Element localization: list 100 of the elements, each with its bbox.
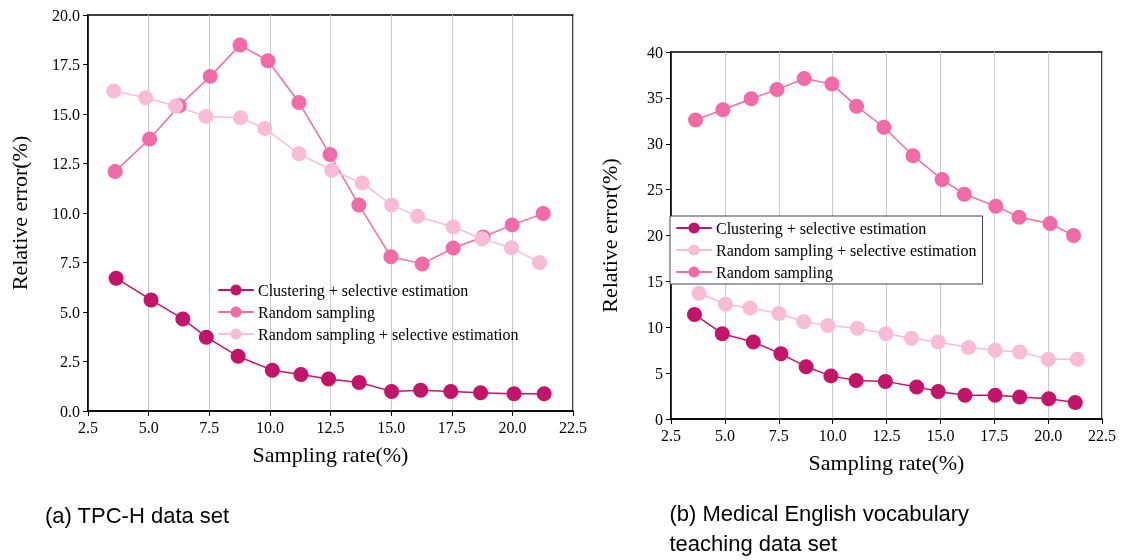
y-tick-label: 25 bbox=[647, 181, 663, 199]
point bbox=[232, 37, 248, 53]
point bbox=[934, 172, 950, 188]
y-tick-label: 10.0 bbox=[52, 204, 80, 222]
y-tick-label: 20 bbox=[647, 227, 663, 244]
point bbox=[824, 76, 840, 92]
point bbox=[715, 102, 731, 118]
point bbox=[413, 382, 429, 398]
point bbox=[202, 68, 218, 84]
point bbox=[796, 314, 812, 330]
legend-label: Random sampling bbox=[258, 303, 375, 322]
point bbox=[143, 292, 159, 308]
x-tick-label: 15.0 bbox=[926, 426, 955, 444]
point bbox=[796, 71, 812, 87]
y-tick-label: 0.0 bbox=[60, 402, 80, 420]
point bbox=[264, 362, 280, 378]
text: (b) Medical English vocabulary teaching data set bbox=[669, 500, 976, 556]
point bbox=[691, 285, 707, 301]
x-tick-label: 10.0 bbox=[255, 418, 284, 436]
point bbox=[410, 208, 426, 224]
point bbox=[956, 186, 972, 202]
point bbox=[714, 326, 730, 342]
point bbox=[1012, 389, 1028, 405]
legend-label: Clustering + selective estimation bbox=[258, 281, 469, 300]
x-tick-label: 22.5 bbox=[1088, 426, 1116, 444]
x-tick-label: 17.5 bbox=[980, 426, 1009, 444]
point bbox=[354, 175, 370, 191]
x-tick-label: 5.0 bbox=[138, 418, 159, 436]
point bbox=[957, 387, 973, 403]
y-tick-label: 2.5 bbox=[60, 353, 80, 370]
point bbox=[351, 374, 367, 390]
x-tick-label: 2.5 bbox=[78, 418, 98, 436]
legend-label: Random sampling + selective estimation bbox=[258, 325, 519, 344]
point bbox=[988, 198, 1004, 214]
legend-label: Random sampling + selective estimation bbox=[716, 241, 977, 260]
y-axis-title: Relative error(%) bbox=[6, 135, 32, 291]
point bbox=[1069, 351, 1085, 367]
point bbox=[138, 90, 154, 106]
point bbox=[384, 383, 400, 399]
point bbox=[291, 95, 307, 111]
point bbox=[904, 330, 919, 346]
x-tick-label: 17.5 bbox=[437, 418, 466, 436]
y-tick-label: 0 bbox=[655, 410, 663, 428]
x-tick-label: 7.5 bbox=[768, 426, 789, 444]
point bbox=[743, 91, 759, 107]
point bbox=[987, 342, 1003, 358]
point bbox=[506, 386, 522, 402]
point bbox=[823, 368, 839, 384]
point bbox=[257, 120, 273, 136]
y-tick-label: 5.0 bbox=[60, 303, 80, 321]
y-tick-label: 7.5 bbox=[60, 254, 80, 271]
point bbox=[106, 83, 122, 99]
legend-label: Random sampling bbox=[716, 263, 833, 282]
point bbox=[930, 334, 946, 350]
point bbox=[532, 255, 548, 270]
text: (a) TPC-H data set bbox=[45, 502, 230, 528]
point bbox=[107, 163, 123, 179]
point bbox=[877, 373, 893, 389]
point bbox=[1067, 394, 1083, 410]
point bbox=[905, 148, 921, 164]
point bbox=[536, 386, 552, 402]
point bbox=[849, 320, 865, 336]
point bbox=[878, 326, 894, 342]
y-tick-label: 15.0 bbox=[52, 105, 80, 123]
point bbox=[718, 296, 734, 312]
point bbox=[1042, 216, 1058, 232]
x-tick-label: 5.0 bbox=[714, 426, 735, 444]
point bbox=[175, 311, 191, 327]
point bbox=[445, 219, 461, 235]
point bbox=[324, 162, 340, 178]
point bbox=[820, 317, 836, 333]
y-tick-label: 12.5 bbox=[52, 155, 80, 172]
point bbox=[504, 217, 520, 233]
point bbox=[260, 53, 276, 69]
point bbox=[198, 329, 214, 345]
y-axis-title: Relative error(%) bbox=[596, 158, 622, 313]
point bbox=[688, 112, 704, 128]
x-tick-label: 12.5 bbox=[872, 426, 901, 444]
point bbox=[291, 146, 307, 162]
point bbox=[742, 300, 758, 316]
point bbox=[503, 240, 519, 256]
point bbox=[848, 372, 864, 388]
point bbox=[1011, 209, 1027, 225]
point bbox=[233, 110, 249, 126]
legend-label: Clustering + selective estimation bbox=[716, 219, 927, 238]
point bbox=[1041, 391, 1057, 407]
x-tick-label: 15.0 bbox=[377, 418, 406, 436]
point bbox=[383, 249, 399, 265]
y-tick-label: 20.0 bbox=[52, 6, 80, 24]
point bbox=[1040, 351, 1056, 367]
x-axis-title: Sampling rate(%) bbox=[252, 441, 409, 467]
x-tick-label: 7.5 bbox=[199, 418, 220, 436]
point bbox=[930, 383, 946, 399]
point bbox=[384, 197, 400, 213]
point bbox=[909, 379, 925, 395]
point bbox=[198, 108, 214, 124]
y-tick-label: 5 bbox=[655, 364, 663, 382]
y-tick-label: 40 bbox=[647, 43, 663, 61]
point bbox=[108, 270, 124, 286]
x-tick-label: 12.5 bbox=[316, 418, 345, 436]
